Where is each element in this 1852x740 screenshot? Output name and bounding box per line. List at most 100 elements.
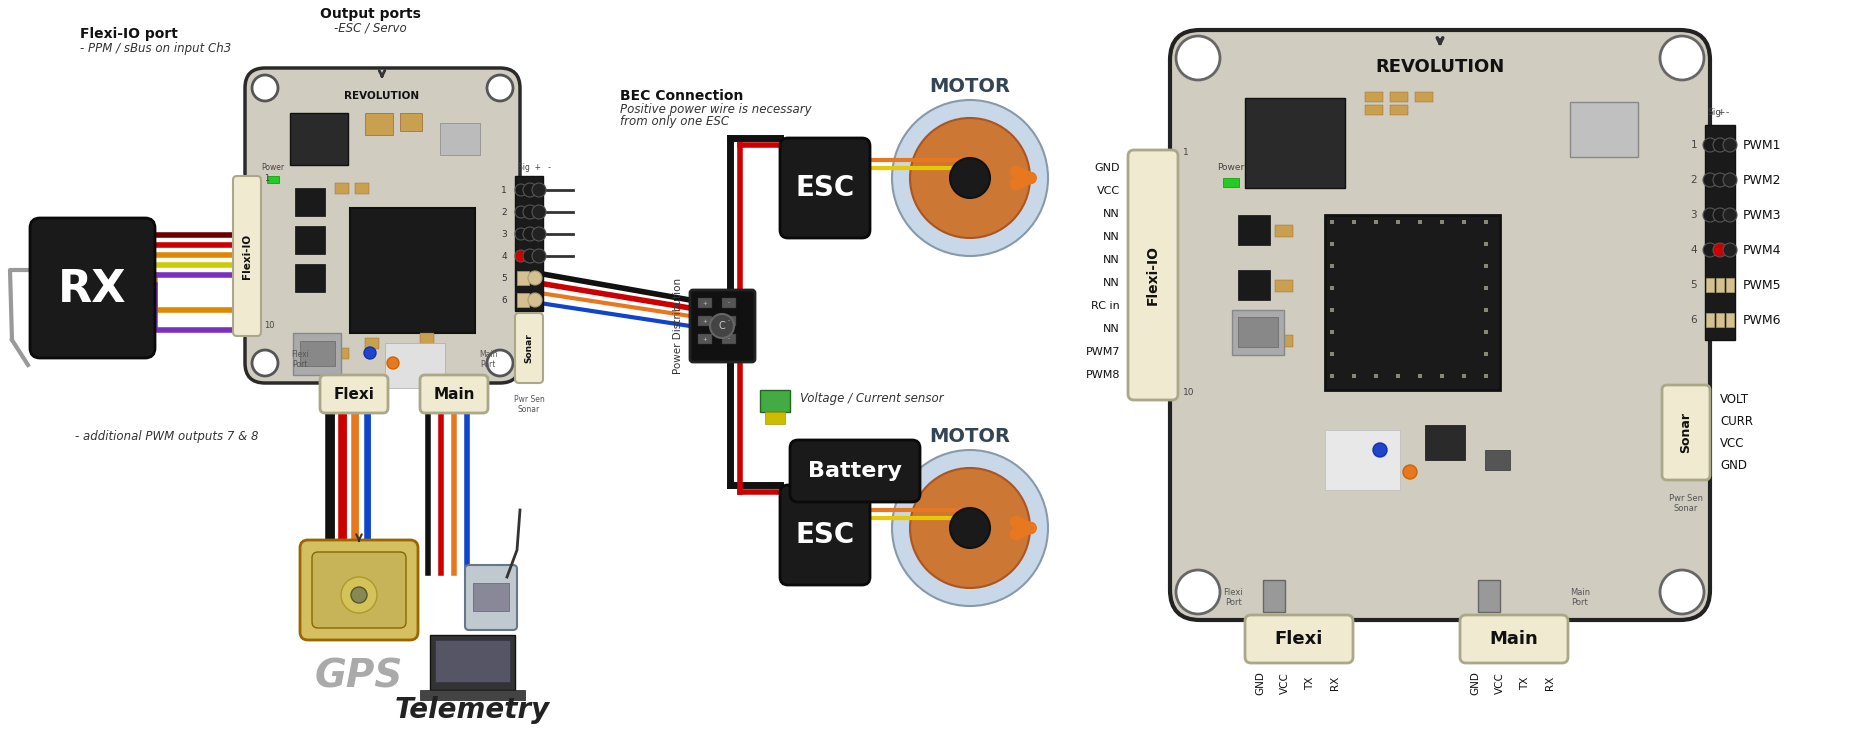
Bar (1483, 330, 1487, 334)
Text: GND: GND (1470, 671, 1480, 695)
Bar (472, 583, 509, 611)
Circle shape (1713, 173, 1728, 187)
Circle shape (487, 75, 513, 101)
Bar (350, 208, 474, 333)
Bar (1274, 225, 1293, 237)
Bar (1483, 352, 1487, 356)
Bar (1441, 220, 1445, 224)
Bar (1263, 580, 1285, 612)
Bar (1274, 280, 1293, 292)
Bar (400, 113, 422, 131)
Text: Telemetry: Telemetry (394, 696, 550, 724)
Text: -: - (728, 337, 730, 341)
Bar (1232, 310, 1283, 355)
Bar (1478, 580, 1500, 612)
Bar (356, 183, 369, 194)
Text: ESC: ESC (795, 174, 854, 202)
Text: Flexi
Port: Flexi Port (1222, 588, 1243, 607)
Text: TX: TX (1306, 676, 1315, 690)
Text: REVOLUTION: REVOLUTION (1376, 58, 1504, 76)
Circle shape (1713, 208, 1728, 222)
Circle shape (515, 184, 528, 196)
Bar (1461, 220, 1467, 224)
Text: GPS: GPS (315, 658, 404, 696)
Text: Voltage / Current sensor: Voltage / Current sensor (800, 392, 945, 405)
Bar (1374, 220, 1378, 224)
Bar (1330, 242, 1333, 246)
Bar (420, 690, 524, 700)
Text: 4: 4 (502, 252, 507, 260)
Bar (294, 264, 324, 292)
Circle shape (532, 227, 546, 241)
Circle shape (387, 357, 398, 369)
FancyBboxPatch shape (233, 176, 261, 336)
Bar (267, 176, 280, 183)
Text: Pwr Sen
Sonar: Pwr Sen Sonar (513, 395, 544, 414)
Bar (1237, 215, 1270, 245)
Bar (365, 338, 380, 349)
Circle shape (1713, 243, 1728, 257)
Bar (1483, 286, 1487, 290)
Bar (1352, 220, 1356, 224)
FancyBboxPatch shape (780, 138, 870, 238)
Text: GND: GND (1095, 163, 1120, 173)
Bar (1419, 220, 1422, 224)
Circle shape (341, 577, 378, 613)
Text: Output ports: Output ports (320, 7, 420, 21)
Bar (1483, 264, 1487, 268)
Bar (698, 316, 711, 326)
Bar (1706, 313, 1713, 327)
Text: RX: RX (1545, 676, 1556, 690)
Circle shape (252, 75, 278, 101)
Text: Main
Port: Main Port (480, 349, 496, 369)
Text: GND: GND (1721, 459, 1746, 471)
Text: Flexi: Flexi (333, 386, 374, 402)
Text: Power Distribution: Power Distribution (672, 278, 683, 374)
Text: RX: RX (1330, 676, 1341, 690)
Bar (1330, 264, 1333, 268)
Text: Sonar: Sonar (1680, 411, 1693, 452)
Text: - PPM / sBus on input Ch3: - PPM / sBus on input Ch3 (80, 42, 232, 55)
Text: from only one ESC: from only one ESC (620, 115, 730, 128)
Bar (1424, 425, 1465, 460)
Text: -ESC / Servo: -ESC / Servo (333, 21, 406, 34)
Text: VCC: VCC (1721, 437, 1745, 449)
Text: 5: 5 (502, 274, 507, 283)
Circle shape (1722, 243, 1737, 257)
Text: PWM7: PWM7 (1085, 347, 1120, 357)
Text: -: - (1726, 108, 1730, 117)
Bar (1237, 325, 1270, 355)
Bar (1330, 286, 1333, 290)
Bar (294, 226, 324, 254)
Text: Power: Power (1217, 163, 1245, 172)
Bar (1374, 374, 1378, 378)
Bar (385, 343, 444, 388)
FancyBboxPatch shape (691, 290, 756, 362)
Bar (291, 113, 348, 165)
Circle shape (352, 587, 367, 603)
Text: CURR: CURR (1721, 414, 1754, 428)
Bar (1330, 330, 1333, 334)
FancyBboxPatch shape (1245, 615, 1354, 663)
Bar (1330, 374, 1333, 378)
Text: 5: 5 (1691, 280, 1696, 290)
Bar (300, 341, 335, 366)
Circle shape (252, 350, 278, 376)
Text: 6: 6 (502, 295, 507, 304)
Text: 10: 10 (1183, 388, 1195, 397)
Text: C: C (719, 321, 726, 331)
Text: Main
Port: Main Port (1570, 588, 1591, 607)
Bar (722, 316, 735, 326)
Bar (1391, 105, 1408, 115)
Text: 1: 1 (265, 174, 269, 183)
Text: +: + (702, 300, 707, 306)
Bar (1330, 352, 1333, 356)
Text: 2: 2 (1691, 175, 1696, 185)
Bar (1396, 374, 1400, 378)
Bar (1706, 125, 1735, 340)
Text: RX: RX (57, 267, 126, 311)
Text: 3: 3 (1691, 210, 1696, 220)
Bar (1726, 278, 1733, 292)
Bar (1483, 374, 1487, 378)
FancyBboxPatch shape (311, 552, 406, 628)
